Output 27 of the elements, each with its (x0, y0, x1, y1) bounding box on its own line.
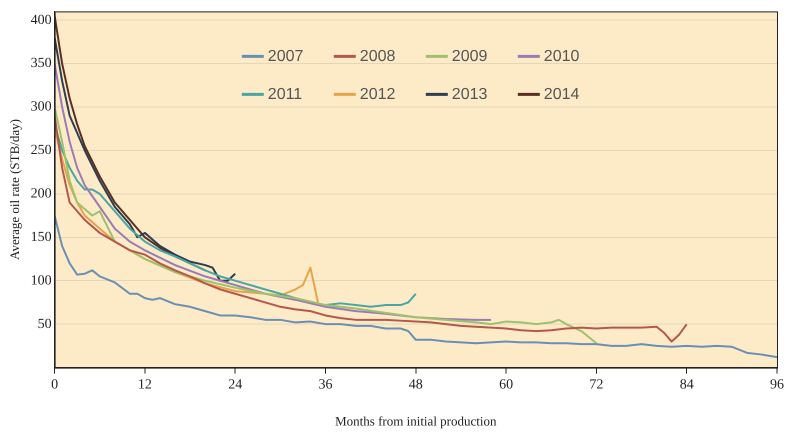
x-tick-label: 24 (228, 378, 242, 393)
x-tick-label: 0 (51, 378, 58, 393)
y-tick-label: 400 (30, 12, 52, 28)
legend-label: 2012 (360, 86, 396, 103)
x-tick-label: 48 (408, 378, 423, 393)
x-tick-label: 60 (499, 378, 514, 393)
legend-label: 2010 (544, 48, 580, 65)
legend-label: 2014 (544, 86, 580, 103)
x-tick-label: 72 (589, 378, 604, 393)
x-tick-label: 36 (318, 378, 332, 393)
legend-label: 2013 (452, 86, 488, 103)
y-tick-label: 250 (30, 143, 52, 158)
y-tick-label: 150 (30, 230, 52, 245)
y-tick-label: 300 (30, 100, 52, 115)
legend-label: 2011 (268, 86, 302, 103)
x-tick-label: 12 (138, 378, 152, 393)
x-tick-label: 96 (770, 378, 784, 393)
y-tick-label: 200 (30, 186, 52, 202)
y-axis-title: Average oil rate (STB/day) (7, 119, 22, 260)
legend-label: 2008 (360, 48, 396, 65)
x-tick-label: 84 (680, 378, 694, 393)
legend-label: 2009 (452, 48, 488, 65)
y-tick-label: 50 (38, 316, 52, 332)
legend-label: 2007 (268, 48, 304, 65)
y-tick-label: 100 (30, 273, 52, 288)
y-tick-label: 350 (30, 56, 52, 72)
x-axis-title: Months from initial production (335, 414, 497, 429)
